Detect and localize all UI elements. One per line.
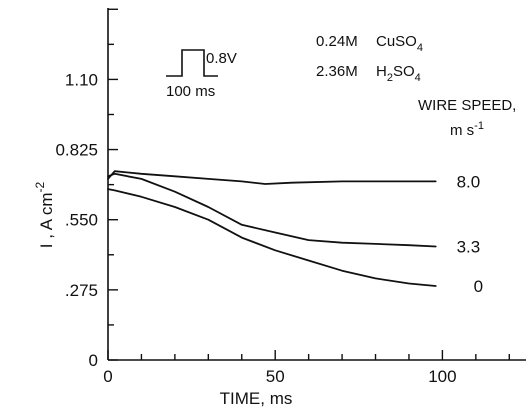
x-tick-label: 100 [428,367,456,386]
species-1-subscript: 4 [417,42,423,54]
species-2-text-a: H [376,63,387,80]
y-tick-label: 0.825 [55,141,98,160]
labels-group: 0 .275 .550 0.825 1.10 0 50 100 8.0 3.3 0 [55,70,483,386]
pulse-voltage-label: 0.8V [206,50,237,67]
y-axis-title-text: I , A cm [37,192,56,248]
species-2-subscript-a: 2 [387,72,393,84]
species-2-text-b: SO [393,63,415,80]
legend-units-text: m s [450,122,474,139]
series-line-8.0 [107,170,437,185]
series-label-0: 0 [474,277,483,296]
pulse-waveform-icon [166,49,218,77]
y-axis-title: I , A cm-2 [33,181,56,248]
y-tick-label: .275 [65,281,98,300]
concentration-2-species: H2SO4 [376,63,421,84]
series-line-0 [107,188,437,287]
species-1-text: CuSO [376,33,417,50]
y-tick-label: 0 [89,351,98,370]
concentration-1-species: CuSO4 [376,33,423,54]
y-tick-label: .550 [65,211,98,230]
series-line-3.3 [107,172,437,248]
y-tick-label: 1.10 [65,70,98,89]
legend-units: m s-1 [450,120,484,139]
x-axis-title: TIME, ms [220,389,293,408]
ticks [107,8,510,361]
legend-units-superscript: -1 [474,120,484,132]
legend-title: WIRE SPEED, [418,97,516,114]
y-axis-title-superscript: -2 [33,181,47,192]
concentration-2-value: 2.36M [316,63,358,80]
x-tick-label: 0 [103,367,112,386]
series-label-8.0: 8.0 [457,172,481,191]
concentration-1-value: 0.24M [316,33,358,50]
series-group [107,170,437,287]
species-2-subscript-b: 4 [415,72,421,84]
series-label-3.3: 3.3 [457,237,481,256]
x-tick-label: 50 [266,367,285,386]
pulse-duration-label: 100 ms [166,83,215,100]
